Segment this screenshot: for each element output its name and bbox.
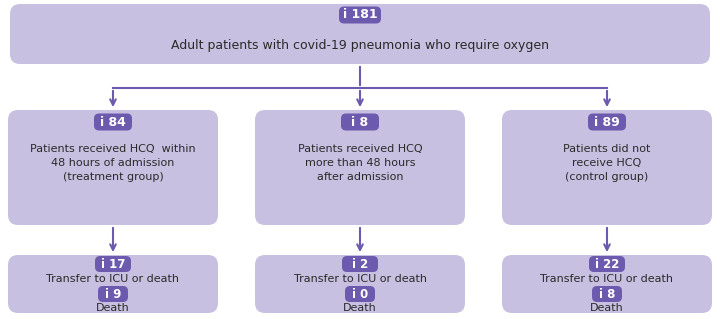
FancyBboxPatch shape <box>8 255 218 313</box>
Text: i 2: i 2 <box>352 257 368 271</box>
FancyBboxPatch shape <box>588 114 626 130</box>
FancyBboxPatch shape <box>94 114 132 130</box>
FancyBboxPatch shape <box>255 110 465 225</box>
Text: i 22: i 22 <box>595 257 619 271</box>
Text: Transfer to ICU or death: Transfer to ICU or death <box>47 274 179 284</box>
FancyBboxPatch shape <box>589 256 625 272</box>
FancyBboxPatch shape <box>592 286 622 302</box>
FancyBboxPatch shape <box>95 256 131 272</box>
FancyBboxPatch shape <box>342 256 378 272</box>
Text: Death: Death <box>96 303 130 313</box>
Text: i 0: i 0 <box>352 287 368 300</box>
Text: Patients received HCQ  within
48 hours of admission
(treatment group): Patients received HCQ within 48 hours of… <box>30 144 196 182</box>
FancyBboxPatch shape <box>345 286 375 302</box>
FancyBboxPatch shape <box>339 6 381 24</box>
FancyBboxPatch shape <box>255 255 465 313</box>
FancyBboxPatch shape <box>10 4 710 64</box>
Text: i 9: i 9 <box>105 287 121 300</box>
Text: Patients received HCQ
more than 48 hours
after admission: Patients received HCQ more than 48 hours… <box>297 144 423 182</box>
Text: i 8: i 8 <box>599 287 615 300</box>
FancyBboxPatch shape <box>341 114 379 130</box>
Text: Death: Death <box>590 303 624 313</box>
FancyBboxPatch shape <box>8 110 218 225</box>
Text: Transfer to ICU or death: Transfer to ICU or death <box>294 274 426 284</box>
FancyBboxPatch shape <box>502 110 712 225</box>
Text: Patients did not
receive HCQ
(control group): Patients did not receive HCQ (control gr… <box>563 144 651 182</box>
Text: i 8: i 8 <box>351 115 369 129</box>
Text: i 84: i 84 <box>100 115 126 129</box>
Text: Death: Death <box>343 303 377 313</box>
FancyBboxPatch shape <box>98 286 128 302</box>
Text: i 181: i 181 <box>343 9 377 21</box>
Text: i 89: i 89 <box>594 115 620 129</box>
Text: Adult patients with covid-19 pneumonia who require oxygen: Adult patients with covid-19 pneumonia w… <box>171 39 549 51</box>
FancyBboxPatch shape <box>502 255 712 313</box>
Text: i 17: i 17 <box>101 257 125 271</box>
Text: Transfer to ICU or death: Transfer to ICU or death <box>541 274 673 284</box>
